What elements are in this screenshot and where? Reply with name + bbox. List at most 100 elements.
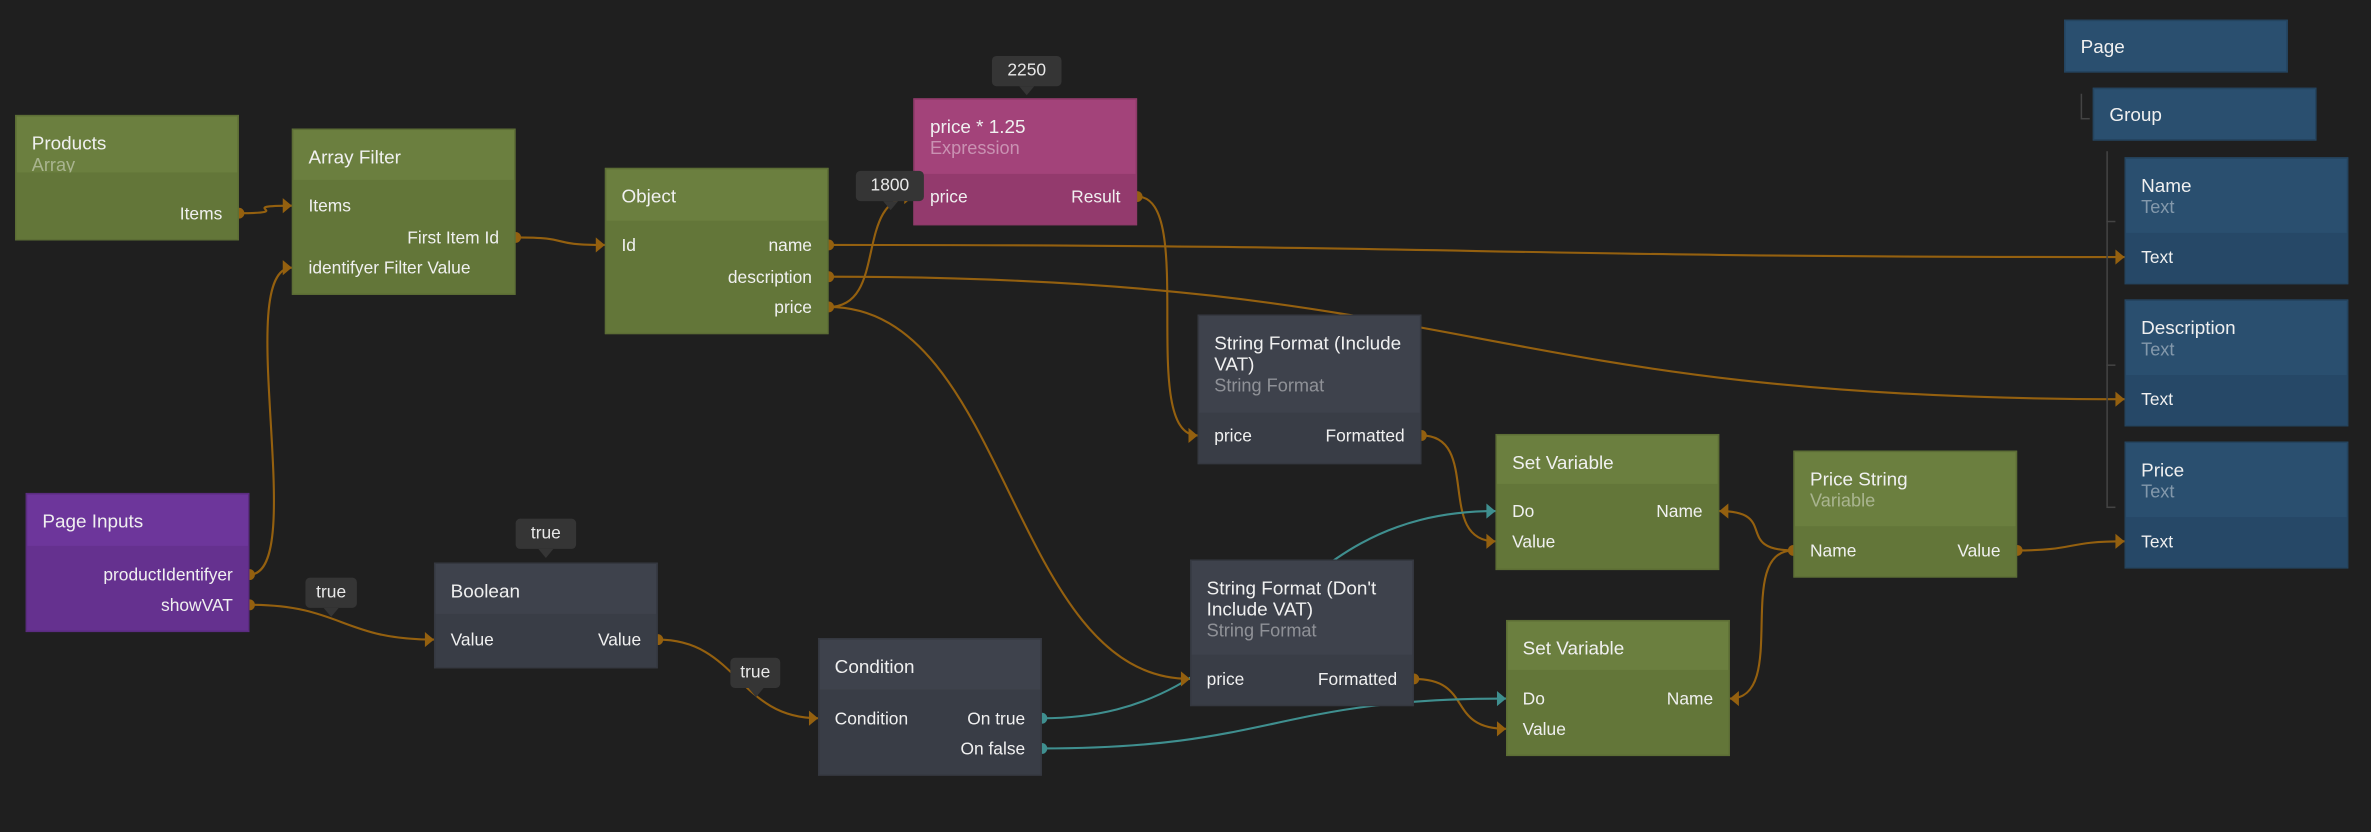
- node-title: Price: [2141, 459, 2185, 481]
- node-body: [293, 179, 515, 294]
- node-header: Condition: [820, 640, 1041, 690]
- port-value[interactable]: Value: [597, 632, 642, 651]
- port-on-true[interactable]: On true: [967, 710, 1026, 729]
- port-name[interactable]: Name: [1809, 542, 1857, 561]
- node-type: Array: [31, 154, 76, 176]
- port-do[interactable]: Do: [1512, 503, 1535, 522]
- port-arrow-icon: [424, 632, 434, 648]
- port-text[interactable]: Text: [2141, 391, 2174, 410]
- node-body: [2126, 232, 2347, 283]
- connection-wire: [1137, 195, 1198, 437]
- node-description-text[interactable]: Description Text Text: [2124, 299, 2349, 427]
- port-on-false[interactable]: On false: [960, 740, 1026, 760]
- connection-wire: [828, 243, 2125, 259]
- node-page[interactable]: Page: [2064, 19, 2288, 73]
- node-products[interactable]: Products Array Items: [15, 114, 239, 241]
- port-showvat[interactable]: showVAT: [161, 597, 233, 616]
- node-title: Description: [2141, 317, 2236, 339]
- node-expression[interactable]: price * 1.25 Expression price Result: [913, 98, 1138, 226]
- port-value[interactable]: Value: [1522, 721, 1566, 740]
- node-body: [606, 220, 828, 333]
- port-first-item-id[interactable]: First Item Id: [407, 229, 499, 248]
- node-body: [27, 545, 248, 631]
- port-arrow-icon: [1486, 533, 1496, 549]
- node-body: [1496, 483, 1718, 569]
- port-price[interactable]: price: [1214, 427, 1252, 447]
- connection-wire: [828, 195, 914, 309]
- port-value[interactable]: Value: [1512, 533, 1556, 552]
- connection-wire: [249, 266, 292, 576]
- connection-wire: [238, 204, 292, 215]
- port-name[interactable]: Name: [1666, 691, 1714, 710]
- connection-wire: [2017, 540, 2125, 552]
- node-type: Variable: [1809, 489, 1876, 512]
- port-description[interactable]: description: [727, 269, 812, 288]
- port-name[interactable]: Name: [1656, 503, 1703, 522]
- port-arrow-icon: [1486, 503, 1496, 519]
- port-price[interactable]: price: [1206, 671, 1245, 690]
- port-value[interactable]: Value: [450, 632, 494, 651]
- port-price[interactable]: price: [774, 299, 812, 318]
- tree-tick-price: [2106, 506, 2116, 509]
- port-arrow-icon: [1496, 691, 1507, 707]
- port-arrow-icon: [2115, 533, 2125, 549]
- node-set-var-2[interactable]: Set Variable Do Name Value: [1506, 619, 1730, 757]
- port-price[interactable]: price: [929, 189, 968, 208]
- port-productidentifyer[interactable]: productIdentifyer: [103, 567, 233, 586]
- node-sf-include[interactable]: String Format (Include VAT) String Format…: [1197, 314, 1422, 465]
- port-arrow-icon: [282, 260, 292, 276]
- node-price-string[interactable]: Price String Variable Name Value: [1793, 450, 2018, 578]
- port-arrow-icon: [2115, 391, 2125, 407]
- node-title: Condition: [834, 656, 915, 678]
- node-set-var-1[interactable]: Set Variable Do Name Value: [1495, 433, 1720, 571]
- connection-wire: [1421, 434, 1496, 543]
- node-sf-exclude[interactable]: String Format (Don't Include VAT) String …: [1190, 559, 1414, 707]
- node-body: [1507, 669, 1729, 755]
- node-header: Description Text: [2126, 301, 2347, 375]
- node-price-text[interactable]: Price Text Text: [2124, 441, 2349, 569]
- node-header: Page Inputs: [27, 494, 248, 545]
- node-boolean[interactable]: Boolean Value Value: [433, 562, 658, 669]
- node-header: Array Filter: [293, 130, 514, 180]
- port-arrow-icon: [808, 710, 819, 726]
- port-condition[interactable]: Condition: [834, 710, 909, 729]
- node-name-text[interactable]: Name Text Text: [2124, 157, 2349, 285]
- node-title: String Format (Don't Include VAT): [1206, 577, 1377, 620]
- port-items[interactable]: Items: [308, 198, 351, 217]
- node-condition[interactable]: Condition Condition On true On false: [818, 638, 1042, 776]
- port-text[interactable]: Text: [2141, 533, 2174, 552]
- port-identifyer-filter-value[interactable]: identifyer Filter Value: [308, 260, 471, 279]
- port-name[interactable]: name: [768, 237, 812, 256]
- node-title: price * 1.25: [929, 116, 1026, 138]
- node-title: Name: [2141, 175, 2192, 197]
- port-do[interactable]: Do: [1522, 691, 1545, 710]
- node-type: Text: [2141, 338, 2175, 360]
- connection-wire: [1719, 510, 1794, 552]
- port-result[interactable]: Result: [1071, 189, 1121, 208]
- port-formatted[interactable]: Formatted: [1325, 427, 1405, 447]
- node-type: Text: [2141, 196, 2175, 218]
- node-body: [914, 173, 1136, 224]
- node-group[interactable]: Group: [2092, 87, 2317, 141]
- node-header: Products Array: [17, 116, 238, 175]
- node-body: [1199, 412, 1420, 463]
- port-arrow-icon: [282, 198, 292, 214]
- node-page-inputs[interactable]: Page Inputs productIdentifyer showVAT: [25, 492, 250, 633]
- node-title: String Format (Include VAT): [1214, 332, 1402, 376]
- port-arrow-icon: [1188, 427, 1198, 444]
- node-type: String Format: [1214, 375, 1325, 397]
- port-formatted[interactable]: Formatted: [1317, 671, 1398, 690]
- node-header: Boolean: [435, 564, 656, 614]
- port-value[interactable]: Value: [1957, 542, 2001, 561]
- node-header: Price String Variable: [1795, 452, 2016, 526]
- port-items[interactable]: Items: [179, 205, 223, 224]
- node-header: Object: [606, 169, 827, 220]
- connection-wire: [249, 603, 434, 641]
- node-array-filter[interactable]: Array Filter Items First Item Id identifyer…: [291, 128, 516, 295]
- node-header: Name Text: [2126, 159, 2347, 233]
- node-body: [1191, 654, 1413, 705]
- port-id[interactable]: Id: [621, 237, 636, 256]
- port-text[interactable]: Text: [2141, 249, 2174, 268]
- node-object[interactable]: Object Id name description price: [604, 167, 829, 335]
